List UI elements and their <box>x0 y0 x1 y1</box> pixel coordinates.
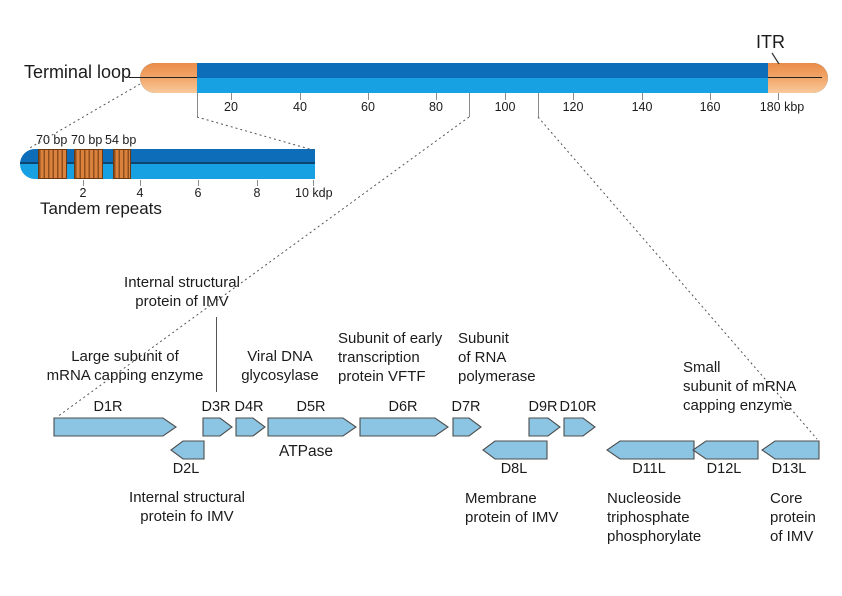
gene-arrow-d4r <box>235 417 266 437</box>
tandem-scale-label: 6 <box>194 186 202 200</box>
gene-arrow-d6r <box>359 417 449 437</box>
genome-tick-140 <box>642 93 643 100</box>
gene-label-d7r: D7R <box>451 399 481 415</box>
gene-label-d11l: D11L <box>632 461 666 477</box>
annotation-small-subunit: Small subunit of mRNA capping enzyme <box>683 359 797 414</box>
genome-bar <box>140 63 828 93</box>
annotation-internal-structural-top: Internal structural protein of IMV <box>124 274 240 310</box>
tandem-repeats-bar <box>20 149 315 179</box>
gene-arrow-d8l <box>482 440 548 460</box>
gene-label-d4r: D4R <box>234 399 264 415</box>
genome-tick-120 <box>573 93 574 100</box>
annotation-large-subunit: Large subunit of mRNA capping enzyme <box>46 348 204 384</box>
gene-label-d5r: D5R <box>296 399 326 415</box>
gene-arrow-d12l <box>692 440 759 460</box>
genome-scale-label: 120 <box>562 100 584 114</box>
gene-label-d2l: D2L <box>172 461 200 477</box>
itr-mid-line <box>768 77 822 78</box>
genome-tick-180 <box>778 93 779 100</box>
gene-arrow-d3r <box>202 417 233 437</box>
dropline-10kbp <box>197 93 198 117</box>
annotation-nucleoside-triphosphate: Nucleoside triphosphate phosphorylate <box>607 490 702 545</box>
annotation-rna-polymerase: Subunit of RNA polymerase <box>458 330 536 385</box>
tandem-scale-label: 4 <box>136 186 144 200</box>
tandem-scale-label: 8 <box>253 186 261 200</box>
gene-label-d13l: D13L <box>771 461 807 477</box>
annotation-viral-dna-glycosylase: Viral DNA glycosylase <box>241 348 319 384</box>
gene-arrow-d11l <box>606 440 695 460</box>
genome-scale-label: 100 <box>494 100 516 114</box>
genome-scale-label: 60 <box>361 100 375 114</box>
tandem-scale-end-label: 10 kdp <box>295 186 333 200</box>
annotation-membrane-protein: Membrane protein of IMV <box>465 490 559 526</box>
repeat-block-70bp-1 <box>38 149 67 179</box>
tandem-scale-label: 2 <box>79 186 87 200</box>
genome-scale-label: 20 <box>224 100 238 114</box>
repeat-size-label: 70 bp <box>71 133 103 147</box>
repeat-size-label: 54 bp <box>105 133 137 147</box>
gene-arrow-d10r <box>563 417 596 437</box>
gene-label-d6r: D6R <box>388 399 418 415</box>
gene-arrow-d5r <box>267 417 357 437</box>
gene-label-d12l: D12L <box>706 461 742 477</box>
annotation-internal-structural-bottom: Internal structural protein fo IMV <box>129 489 245 525</box>
genome-scale-label: 80 <box>429 100 443 114</box>
gene-arrow-d1r <box>53 417 177 437</box>
genome-tick-40 <box>300 93 301 100</box>
gene-arrow-d2l <box>170 440 205 460</box>
genome-scale-end-label: 180 kbp <box>759 100 805 114</box>
genome-scale-label: 140 <box>631 100 653 114</box>
repeat-block-54bp <box>113 149 131 179</box>
dropline-90kbp <box>469 93 470 117</box>
gene-arrow-d7r <box>452 417 482 437</box>
genome-tick-60 <box>368 93 369 100</box>
genome-tick-20 <box>231 93 232 100</box>
tandem-repeats-caption: Tandem repeats <box>40 199 162 218</box>
terminal-loop-leader-line <box>129 77 197 78</box>
genome-tick-100 <box>505 93 506 100</box>
annotation-early-transcription: Subunit of early transcription protein V… <box>338 330 443 385</box>
gene-label-d10r: D10R <box>559 399 597 415</box>
gene-arrow-d9r <box>528 417 561 437</box>
repeat-block-70bp-2 <box>74 149 103 179</box>
terminal-loop-label: Terminal loop <box>23 62 131 82</box>
gene-label-d1r: D1R <box>93 399 123 415</box>
genome-tick-160 <box>710 93 711 100</box>
genome-scale-label: 160 <box>699 100 721 114</box>
annotation-core-protein: Core protein of IMV <box>770 490 816 545</box>
gene-arrow-d13l <box>761 440 820 460</box>
gene-label-d8l: D8L <box>500 461 528 477</box>
repeat-size-label: 70 bp <box>36 133 68 147</box>
dropline-110kbp <box>538 93 539 117</box>
itr-label: ITR <box>756 32 785 52</box>
terminal-loop-left-segment <box>140 63 197 93</box>
genome-tick-80 <box>436 93 437 100</box>
itr-right-segment <box>768 63 828 93</box>
atpase-label: ATPase <box>279 443 333 460</box>
genome-scale-label: 40 <box>293 100 307 114</box>
